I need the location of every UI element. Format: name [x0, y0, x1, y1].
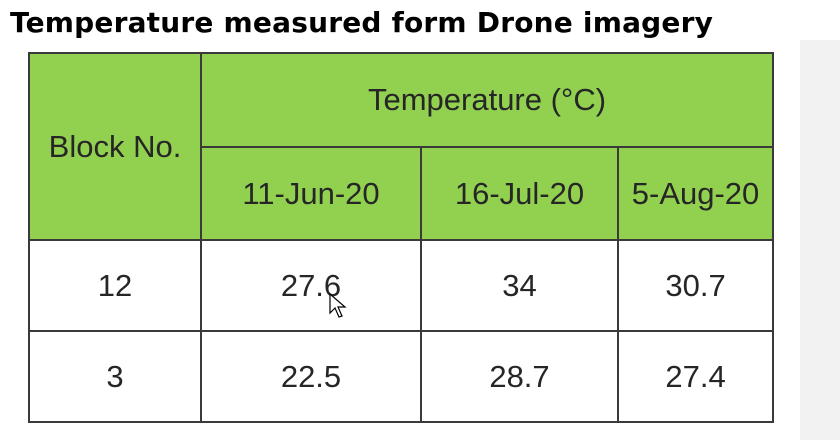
header-cell: 16-Jul-20	[420, 146, 619, 241]
data-row: 12 27.6 34 30.7	[28, 239, 775, 332]
header-row: Block No. Temperature (°C)	[28, 52, 775, 241]
header-cell: 5-Aug-20	[616, 146, 775, 241]
header-cell: Temperature (°C)	[199, 52, 775, 148]
cell: 30.7	[616, 239, 775, 332]
data-row: 3 22.5 28.7 27.4	[28, 330, 775, 423]
header-cell: Block No.	[28, 52, 202, 241]
cell: 3	[28, 330, 202, 423]
header-row: 11-Jun-20 16-Jul-20 5-Aug-20	[29, 146, 775, 241]
header-cell: 11-Jun-20	[200, 146, 422, 241]
cell: 27.4	[616, 330, 775, 423]
cell: 27.6	[200, 239, 422, 332]
cell: 12	[28, 239, 202, 332]
temperature-table: Block No. Temperature (°C) 11-Jun-20 16-…	[28, 52, 775, 423]
cell: 28.7	[420, 330, 619, 423]
background-panel	[800, 40, 840, 440]
cell: 34	[420, 239, 619, 332]
title: Temperature measured form Drone imagery	[10, 6, 714, 39]
mouse-cursor	[329, 293, 347, 318]
cursor-arrow	[329, 293, 347, 318]
cell: 22.5	[200, 330, 422, 423]
